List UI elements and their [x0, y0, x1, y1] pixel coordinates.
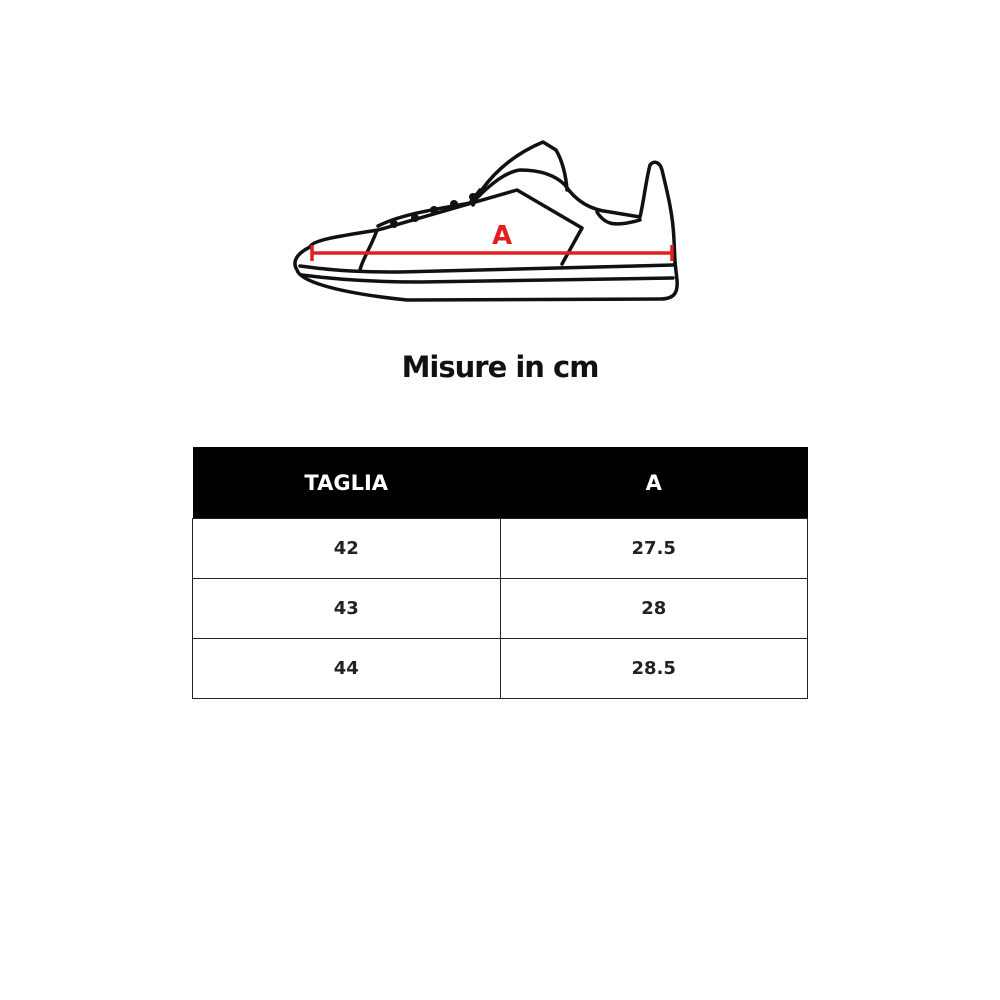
shoe-lacing-panel: [376, 188, 482, 228]
cell-length: 27.5: [499, 518, 808, 579]
shoe-upper: [308, 188, 584, 272]
shoe-diagram: A: [293, 140, 679, 302]
size-table: TAGLIA A 42 27.5 43 28 44 28.5: [192, 447, 808, 699]
shoe-midsole: [298, 263, 675, 284]
shoe-tongue: [471, 140, 569, 207]
measure-label-a: A: [492, 221, 512, 251]
table-row: 43 28: [192, 578, 808, 639]
table-row: 44 28.5: [192, 638, 808, 699]
cell-size: 42: [192, 518, 501, 579]
shoe-sole: [293, 245, 679, 302]
shoe-collar: [476, 160, 677, 264]
table-header-row: TAGLIA A: [192, 447, 808, 519]
cell-size: 43: [192, 578, 501, 639]
shoe-heel-inner: [595, 210, 642, 226]
header-taglia: TAGLIA: [192, 447, 500, 519]
table-row: 42 27.5: [192, 518, 808, 579]
cell-length: 28: [499, 578, 808, 639]
cell-size: 44: [192, 638, 501, 699]
measure-line-a: [310, 245, 674, 261]
header-a: A: [500, 447, 808, 519]
shoe-laces-icon: [390, 193, 477, 228]
cell-length: 28.5: [499, 638, 808, 699]
page-title: Misure in cm: [401, 350, 600, 384]
